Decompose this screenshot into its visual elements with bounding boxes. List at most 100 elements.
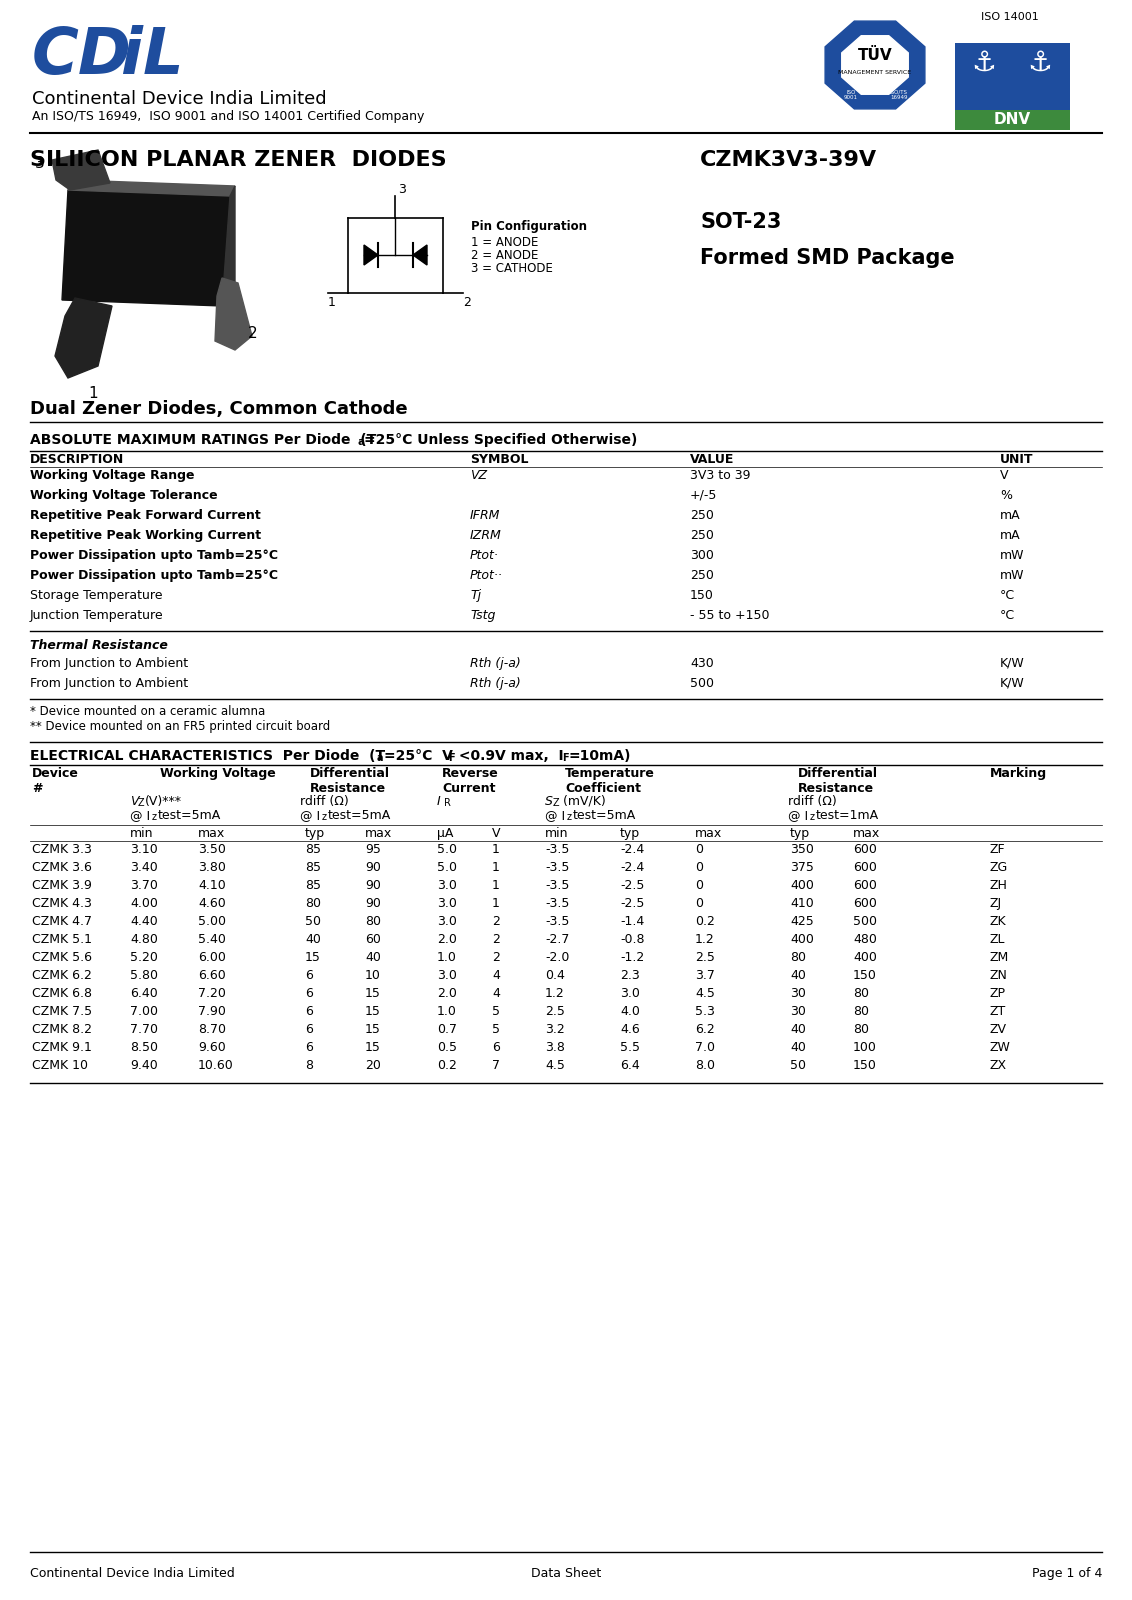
Text: 4: 4 bbox=[492, 987, 500, 1000]
Text: 5.00: 5.00 bbox=[198, 915, 226, 928]
Text: test=5mA: test=5mA bbox=[158, 810, 221, 822]
Text: CZMK 3.9: CZMK 3.9 bbox=[32, 878, 92, 893]
Text: CZMK 3.3: CZMK 3.3 bbox=[32, 843, 92, 856]
Text: mW: mW bbox=[1000, 549, 1024, 562]
Text: 5.0: 5.0 bbox=[437, 861, 457, 874]
Text: 2.5: 2.5 bbox=[695, 950, 715, 963]
Text: 2: 2 bbox=[463, 296, 471, 309]
Text: 250: 250 bbox=[691, 570, 714, 582]
Text: 9.60: 9.60 bbox=[198, 1042, 225, 1054]
Text: 2: 2 bbox=[492, 950, 500, 963]
Text: CZMK 9.1: CZMK 9.1 bbox=[32, 1042, 92, 1054]
Text: 95: 95 bbox=[365, 843, 380, 856]
Text: 5.20: 5.20 bbox=[130, 950, 157, 963]
Text: -1.2: -1.2 bbox=[620, 950, 644, 963]
Text: 80: 80 bbox=[790, 950, 806, 963]
Text: 3.50: 3.50 bbox=[198, 843, 226, 856]
Text: 5.0: 5.0 bbox=[437, 843, 457, 856]
Text: From Junction to Ambient: From Junction to Ambient bbox=[31, 658, 188, 670]
Text: 50: 50 bbox=[305, 915, 321, 928]
Polygon shape bbox=[55, 298, 112, 378]
Text: ⚓: ⚓ bbox=[1028, 50, 1053, 77]
Text: max: max bbox=[695, 827, 722, 840]
Text: Power Dissipation upto Tamb=25°C: Power Dissipation upto Tamb=25°C bbox=[31, 570, 278, 582]
Text: 4: 4 bbox=[492, 970, 500, 982]
Text: 6: 6 bbox=[305, 987, 312, 1000]
Text: ZL: ZL bbox=[990, 933, 1005, 946]
Text: Z: Z bbox=[138, 798, 145, 808]
Text: ABSOLUTE MAXIMUM RATINGS Per Diode  (T: ABSOLUTE MAXIMUM RATINGS Per Diode (T bbox=[31, 434, 376, 446]
Text: 8.50: 8.50 bbox=[130, 1042, 158, 1054]
Text: 600: 600 bbox=[854, 878, 877, 893]
Text: -3.5: -3.5 bbox=[544, 843, 569, 856]
Text: IFRM: IFRM bbox=[470, 509, 500, 522]
Polygon shape bbox=[842, 35, 908, 94]
Text: -3.5: -3.5 bbox=[544, 915, 569, 928]
Text: Tstg: Tstg bbox=[470, 610, 496, 622]
Text: 8.70: 8.70 bbox=[198, 1022, 226, 1037]
Text: TÜV: TÜV bbox=[858, 48, 892, 64]
Text: Reverse
Current: Reverse Current bbox=[441, 766, 499, 795]
Text: =10mA): =10mA) bbox=[568, 749, 631, 763]
Text: 20: 20 bbox=[365, 1059, 380, 1072]
Text: 600: 600 bbox=[854, 898, 877, 910]
Text: max: max bbox=[365, 827, 393, 840]
Text: 15: 15 bbox=[365, 987, 380, 1000]
Text: 150: 150 bbox=[854, 970, 877, 982]
Text: ZF: ZF bbox=[990, 843, 1005, 856]
Polygon shape bbox=[825, 21, 925, 109]
Text: 80: 80 bbox=[854, 987, 869, 1000]
Text: rdiff (Ω): rdiff (Ω) bbox=[300, 795, 349, 808]
Text: 0.4: 0.4 bbox=[544, 970, 565, 982]
Text: test=1mA: test=1mA bbox=[816, 810, 880, 822]
Text: VALUE: VALUE bbox=[691, 453, 735, 466]
Text: Working Voltage Tolerance: Working Voltage Tolerance bbox=[31, 490, 217, 502]
Text: mA: mA bbox=[1000, 530, 1021, 542]
Polygon shape bbox=[52, 150, 110, 190]
Text: ISO
9001: ISO 9001 bbox=[844, 90, 858, 101]
Text: MANAGEMENT SERVICE: MANAGEMENT SERVICE bbox=[839, 69, 911, 75]
Text: 6: 6 bbox=[492, 1042, 500, 1054]
Text: 80: 80 bbox=[854, 1005, 869, 1018]
Text: 400: 400 bbox=[854, 950, 877, 963]
Text: 3: 3 bbox=[35, 157, 45, 171]
Text: K/W: K/W bbox=[1000, 658, 1024, 670]
Text: -3.5: -3.5 bbox=[544, 861, 569, 874]
Text: ZT: ZT bbox=[990, 1005, 1006, 1018]
Text: ZN: ZN bbox=[990, 970, 1007, 982]
Text: z: z bbox=[321, 813, 327, 822]
Text: 7.90: 7.90 bbox=[198, 1005, 226, 1018]
Text: 600: 600 bbox=[854, 861, 877, 874]
Text: 6: 6 bbox=[305, 1042, 312, 1054]
Text: -0.8: -0.8 bbox=[620, 933, 644, 946]
Text: °C: °C bbox=[1000, 610, 1015, 622]
Text: +/-5: +/-5 bbox=[691, 490, 718, 502]
Text: 1: 1 bbox=[492, 843, 500, 856]
Text: 425: 425 bbox=[790, 915, 814, 928]
Text: CZMK 3.6: CZMK 3.6 bbox=[32, 861, 92, 874]
Text: 4.40: 4.40 bbox=[130, 915, 157, 928]
Text: ZW: ZW bbox=[990, 1042, 1011, 1054]
Text: 6: 6 bbox=[305, 1022, 312, 1037]
Text: -3.5: -3.5 bbox=[544, 898, 569, 910]
Text: 3.0: 3.0 bbox=[437, 970, 457, 982]
Text: 350: 350 bbox=[790, 843, 814, 856]
Text: min: min bbox=[130, 827, 154, 840]
Text: 40: 40 bbox=[790, 970, 806, 982]
Text: 40: 40 bbox=[790, 1042, 806, 1054]
Text: Working Voltage: Working Voltage bbox=[160, 766, 276, 781]
Text: 3.40: 3.40 bbox=[130, 861, 157, 874]
Text: 10: 10 bbox=[365, 970, 380, 982]
Text: μA: μA bbox=[437, 827, 454, 840]
Text: 400: 400 bbox=[790, 878, 814, 893]
Text: 60: 60 bbox=[365, 933, 380, 946]
Text: 1: 1 bbox=[88, 386, 97, 402]
Text: 7.0: 7.0 bbox=[695, 1042, 715, 1054]
Text: 90: 90 bbox=[365, 878, 380, 893]
Text: 430: 430 bbox=[691, 658, 714, 670]
Text: 80: 80 bbox=[305, 898, 321, 910]
Text: IZRM: IZRM bbox=[470, 530, 501, 542]
Text: -2.4: -2.4 bbox=[620, 861, 644, 874]
Text: 40: 40 bbox=[305, 933, 320, 946]
Text: CZMK 7.5: CZMK 7.5 bbox=[32, 1005, 92, 1018]
